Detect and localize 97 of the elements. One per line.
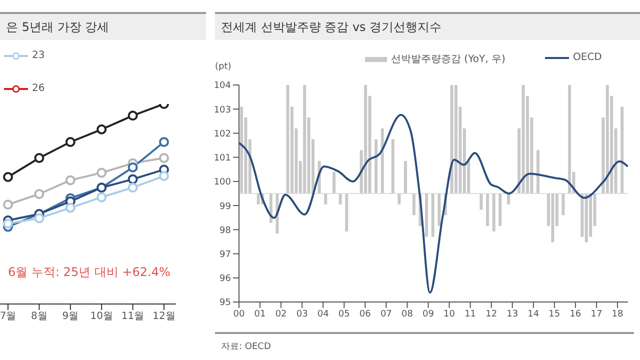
bar	[345, 194, 348, 232]
x-tick-label: 15	[548, 309, 560, 320]
x-tick-label: 10	[444, 309, 456, 320]
x-tick-label: 09	[422, 309, 434, 320]
bar	[438, 194, 441, 226]
bar	[620, 106, 624, 194]
text: 자료: OECD	[221, 341, 271, 353]
point	[65, 137, 76, 147]
legend-label: OECD	[573, 52, 602, 63]
bar	[450, 85, 454, 194]
bar	[286, 85, 290, 194]
x-tick-label: 11	[464, 309, 476, 320]
bar	[374, 139, 378, 194]
point	[96, 192, 107, 202]
bar	[431, 194, 434, 237]
bar	[391, 139, 394, 194]
x-tick-label: 14	[528, 309, 540, 320]
x-tick-label: 03	[296, 309, 308, 320]
legend-label: 23	[32, 50, 45, 61]
x-tick-label: 8월	[31, 311, 48, 322]
y-axis-title: (pt)	[215, 62, 232, 72]
y-tick-label: 95	[220, 298, 231, 308]
bar	[303, 85, 306, 194]
bar	[404, 160, 408, 194]
line-series	[239, 114, 628, 294]
bar	[551, 194, 554, 242]
point	[159, 137, 169, 147]
point	[128, 110, 138, 121]
bar	[486, 194, 490, 226]
point	[128, 162, 138, 172]
bar	[507, 194, 510, 204]
bar	[256, 194, 260, 204]
x-tick-label: 12월	[152, 311, 176, 322]
point	[34, 153, 44, 163]
point	[3, 218, 13, 229]
bar	[568, 85, 572, 194]
point	[159, 153, 169, 163]
x-tick-label: 10월	[90, 311, 113, 322]
point	[96, 124, 107, 134]
y-tick-label: 101	[214, 154, 231, 164]
bar	[498, 194, 502, 226]
x-tick-label: 04	[317, 309, 330, 320]
bar	[398, 194, 401, 204]
bar	[562, 194, 565, 216]
x-tick-label: 05	[338, 309, 350, 320]
bar	[332, 172, 336, 194]
y-tick-label: 100	[214, 178, 232, 188]
bar	[536, 150, 540, 194]
bar	[338, 194, 342, 204]
y-tick-label: 104	[214, 81, 232, 92]
y-tick-label: 98	[220, 226, 232, 236]
point	[3, 172, 13, 182]
x-tick-label: 18	[612, 309, 624, 320]
chart-title: 전세계 선박발주량 증감 vs 경기선행지수	[215, 12, 640, 40]
x-tick-label: 17	[590, 309, 602, 320]
bar	[425, 194, 428, 237]
point	[65, 202, 76, 213]
y-tick-label: 97	[220, 250, 231, 260]
x-tick-label: 07	[380, 309, 392, 320]
bar	[522, 85, 525, 194]
y-tick-label: 103	[214, 105, 231, 116]
x-tick-label: 11월	[121, 311, 144, 322]
x-tick-label: 01	[254, 309, 266, 320]
x-tick-label: 7월	[0, 311, 16, 322]
y-tick-label: 96	[220, 274, 232, 284]
y-tick-label: 102	[214, 129, 231, 140]
x-tick-label: 02	[275, 309, 287, 320]
point	[96, 168, 107, 178]
legend-label: 26	[32, 83, 45, 94]
x-tick-label: 9월	[62, 311, 79, 322]
bar	[454, 85, 458, 194]
bar	[480, 194, 483, 210]
point	[65, 175, 76, 186]
legend-label: 선박발주량증감 (YoY, 우)	[391, 53, 506, 66]
bar	[240, 106, 243, 194]
x-tick-label: 13	[506, 309, 518, 320]
x-tick-label: 00	[233, 309, 245, 320]
x-tick-label: 06	[359, 309, 372, 320]
bar	[380, 128, 384, 194]
x-tick-label: 16	[570, 309, 582, 320]
point	[128, 182, 138, 193]
annotation: 6월 누적: 25년 대비 +62.4%	[8, 264, 170, 281]
point	[34, 189, 44, 199]
bar	[324, 194, 328, 204]
bar	[492, 194, 496, 232]
x-tick-label: 08	[401, 309, 414, 320]
chart-title: 은 5년래 가장 강세	[0, 12, 206, 40]
y-tick-label: 99	[220, 202, 232, 212]
bar	[364, 85, 368, 194]
point	[34, 213, 44, 224]
point	[159, 171, 169, 181]
bar	[412, 194, 416, 216]
x-tick-label: 12	[486, 309, 498, 320]
bar	[606, 85, 609, 194]
point	[3, 200, 13, 210]
bar	[584, 194, 588, 242]
point	[128, 174, 138, 184]
